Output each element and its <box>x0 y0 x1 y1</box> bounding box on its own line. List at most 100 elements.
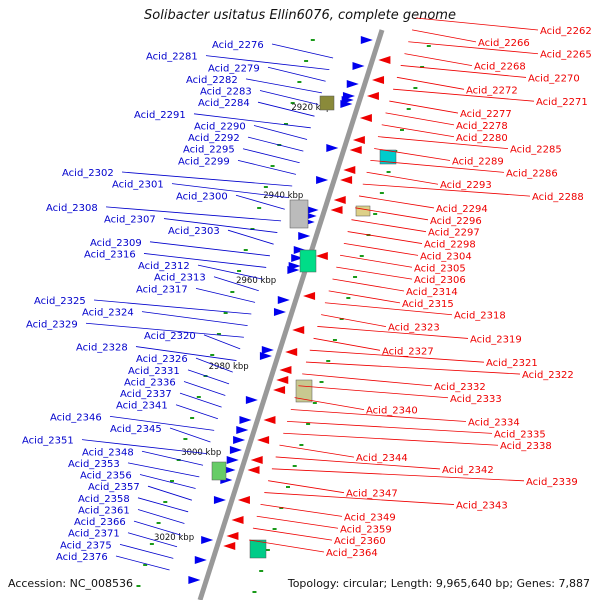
gene-arrow <box>316 176 329 184</box>
gene-label-left[interactable]: Acid_2346 <box>50 412 102 423</box>
gene-label-left[interactable]: Acid_2295 <box>183 145 235 156</box>
gene-label-right[interactable]: Acid_2278 <box>456 121 508 132</box>
gene-label-right[interactable]: Acid_2272 <box>466 85 518 96</box>
gene-label-left[interactable]: Acid_2313 <box>154 273 206 284</box>
gene-label-right[interactable]: Acid_2271 <box>536 97 588 108</box>
gene-label-right[interactable]: Acid_2338 <box>500 441 552 452</box>
gene-label-left[interactable]: Acid_2325 <box>34 296 86 307</box>
gene-label-right[interactable]: Acid_2314 <box>406 287 458 298</box>
gene-label-right[interactable]: Acid_2321 <box>486 358 538 369</box>
gene-label-left[interactable]: Acid_2317 <box>136 284 188 295</box>
gene-label-right[interactable]: Acid_2288 <box>532 192 584 203</box>
gene-label-left[interactable]: Acid_2328 <box>76 343 128 354</box>
gene-label-right[interactable]: Acid_2334 <box>468 418 520 429</box>
gene-label-left[interactable]: Acid_2341 <box>116 401 168 412</box>
gene-label-right[interactable]: Acid_2327 <box>382 346 434 357</box>
gene-label-right[interactable]: Acid_2343 <box>456 501 508 512</box>
gene-label-right[interactable]: Acid_2265 <box>540 50 592 61</box>
gene-label-right[interactable]: Acid_2322 <box>522 370 574 381</box>
gene-label-left[interactable]: Acid_2337 <box>120 389 172 400</box>
gene-label-left[interactable]: Acid_2331 <box>128 366 180 377</box>
gene-label-left[interactable]: Acid_2320 <box>144 331 196 342</box>
gene-label-right[interactable]: Acid_2335 <box>494 429 546 440</box>
gene-label-right[interactable]: Acid_2342 <box>442 465 494 476</box>
gene-label-left[interactable]: Acid_2281 <box>146 52 198 63</box>
gene-label-left[interactable]: Acid_2279 <box>208 63 260 74</box>
gene-label-left[interactable]: Acid_2376 <box>56 552 108 563</box>
gene-label-left[interactable]: Acid_2348 <box>82 447 134 458</box>
gene-label-left[interactable]: Acid_2326 <box>136 354 188 365</box>
gene-label-right[interactable]: Acid_2262 <box>540 26 592 37</box>
gene-arrow <box>236 426 249 434</box>
gene-arrow <box>306 206 319 214</box>
gene-label-left[interactable]: Acid_2282 <box>186 75 238 86</box>
gene-label-left[interactable]: Acid_2301 <box>112 180 164 191</box>
gene-label-right[interactable]: Acid_2293 <box>440 180 492 191</box>
gene-label-left[interactable]: Acid_2299 <box>178 156 230 167</box>
gene-label-right[interactable]: Acid_2304 <box>420 251 472 262</box>
gene-label-right[interactable]: Acid_2286 <box>506 168 558 179</box>
gene-label-right[interactable]: Acid_2340 <box>366 406 418 417</box>
gene-label-right[interactable]: Acid_2268 <box>474 62 526 73</box>
gene-label-left[interactable]: Acid_2292 <box>188 133 240 144</box>
gene-label-right[interactable]: Acid_2270 <box>528 73 580 84</box>
label-connector <box>396 76 465 90</box>
gene-label-right[interactable]: Acid_2289 <box>452 157 504 168</box>
gene-label-left[interactable]: Acid_2312 <box>138 261 190 272</box>
gene-label-left[interactable]: Acid_2303 <box>168 226 220 237</box>
gene-label-left[interactable]: Acid_2308 <box>46 203 98 214</box>
gene-label-right[interactable]: Acid_2344 <box>356 453 408 464</box>
gene-label-left[interactable]: Acid_2283 <box>200 87 252 98</box>
gene-label-right[interactable]: Acid_2296 <box>430 216 482 227</box>
gene-label-left[interactable]: Acid_2290 <box>194 121 246 132</box>
gene-label-left[interactable]: Acid_2358 <box>78 494 130 505</box>
gene-label-left[interactable]: Acid_2336 <box>124 377 176 388</box>
gene-label-right[interactable]: Acid_2285 <box>510 145 562 156</box>
label-connector <box>317 326 469 339</box>
gene-label-left[interactable]: Acid_2324 <box>82 308 134 319</box>
gene-label-left[interactable]: Acid_2316 <box>84 249 136 260</box>
gene-label-right[interactable]: Acid_2315 <box>402 299 454 310</box>
gene-label-right[interactable]: Acid_2364 <box>326 548 378 559</box>
gene-label-left[interactable]: Acid_2291 <box>134 110 186 121</box>
gene-label-right[interactable]: Acid_2349 <box>344 512 396 523</box>
label-connector <box>193 113 311 129</box>
gene-label-left[interactable]: Acid_2375 <box>60 540 112 551</box>
gene-label-right[interactable]: Acid_2360 <box>334 536 386 547</box>
gene-label-right[interactable]: Acid_2332 <box>434 382 486 393</box>
gene-label-right[interactable]: Acid_2323 <box>388 323 440 334</box>
gene-label-left[interactable]: Acid_2357 <box>88 482 140 493</box>
gene-label-left[interactable]: Acid_2284 <box>198 98 250 109</box>
gene-label-right[interactable]: Acid_2306 <box>414 275 466 286</box>
gene-arrow <box>378 56 391 64</box>
gene-label-left[interactable]: Acid_2300 <box>176 191 228 202</box>
gene-label-left[interactable]: Acid_2307 <box>104 215 156 226</box>
gene-label-left[interactable]: Acid_2309 <box>90 238 142 249</box>
gene-label-left[interactable]: Acid_2353 <box>68 459 120 470</box>
gene-label-right[interactable]: Acid_2347 <box>346 489 398 500</box>
gene-label-right[interactable]: Acid_2359 <box>340 524 392 535</box>
gene-label-left[interactable]: Acid_2276 <box>212 40 264 51</box>
label-connector <box>242 148 300 164</box>
gene-label-left[interactable]: Acid_2356 <box>80 471 132 482</box>
gene-label-right[interactable]: Acid_2277 <box>460 109 512 120</box>
gene-label-right[interactable]: Acid_2280 <box>456 133 508 144</box>
gene-label-left[interactable]: Acid_2366 <box>74 517 126 528</box>
gene-label-right[interactable]: Acid_2305 <box>414 263 466 274</box>
gene-label-left[interactable]: Acid_2361 <box>78 505 130 516</box>
gene-label-right[interactable]: Acid_2318 <box>454 311 506 322</box>
gene-label-left[interactable]: Acid_2371 <box>68 529 120 540</box>
gene-label-left[interactable]: Acid_2351 <box>22 436 74 447</box>
gene-label-right[interactable]: Acid_2266 <box>478 38 530 49</box>
gene-label-left[interactable]: Acid_2345 <box>110 424 162 435</box>
gene-label-right[interactable]: Acid_2333 <box>450 394 502 405</box>
gene-label-right[interactable]: Acid_2297 <box>428 228 480 239</box>
gene-label-right[interactable]: Acid_2298 <box>424 240 476 251</box>
gene-label-left[interactable]: Acid_2329 <box>26 319 78 330</box>
gene-label-right[interactable]: Acid_2319 <box>470 334 522 345</box>
label-connector <box>237 159 296 175</box>
label-connector <box>340 254 413 268</box>
gene-label-right[interactable]: Acid_2339 <box>526 477 578 488</box>
gene-label-right[interactable]: Acid_2294 <box>436 204 488 215</box>
gene-label-left[interactable]: Acid_2302 <box>62 168 114 179</box>
